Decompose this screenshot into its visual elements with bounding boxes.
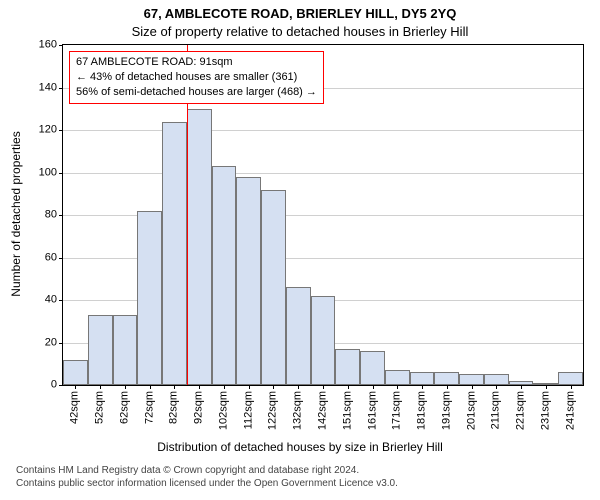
x-tick-label: 231sqm [540, 391, 551, 430]
footer-line: Contains HM Land Registry data © Crown c… [16, 464, 398, 477]
x-tick-label: 151sqm [342, 391, 353, 430]
gridline [63, 173, 583, 174]
chart-title-subtitle: Size of property relative to detached ho… [0, 24, 600, 39]
x-tick-mark [348, 385, 349, 389]
x-tick-mark [150, 385, 151, 389]
y-tick-mark [59, 130, 63, 131]
y-axis-label: Number of detached properties [9, 131, 23, 296]
histogram-bar [558, 372, 583, 385]
histogram-bar [434, 372, 459, 385]
x-tick-mark [496, 385, 497, 389]
x-tick-mark [397, 385, 398, 389]
histogram-bar [360, 351, 385, 385]
x-tick-label: 201sqm [466, 391, 477, 430]
histogram-bar [113, 315, 138, 385]
y-tick-mark [59, 88, 63, 89]
x-tick-label: 42sqm [70, 391, 81, 424]
x-tick-mark [224, 385, 225, 389]
y-tick-mark [59, 258, 63, 259]
x-tick-mark [100, 385, 101, 389]
annotation-line: 67 AMBLECOTE ROAD: 91sqm [76, 55, 317, 70]
y-tick-mark [59, 343, 63, 344]
y-tick-label: 120 [39, 125, 57, 136]
footer-line: Contains public sector information licen… [16, 477, 398, 490]
histogram-bar [410, 372, 435, 385]
x-tick-label: 171sqm [392, 391, 403, 430]
footer-attribution: Contains HM Land Registry data © Crown c… [16, 464, 398, 490]
histogram-bar [187, 109, 212, 385]
histogram-bar [286, 287, 311, 385]
x-tick-mark [422, 385, 423, 389]
y-tick-label: 80 [45, 210, 57, 221]
x-tick-mark [546, 385, 547, 389]
x-tick-mark [571, 385, 572, 389]
x-tick-label: 112sqm [243, 391, 254, 429]
plot-area: 02040608010012014016042sqm52sqm62sqm72sq… [62, 44, 584, 386]
x-tick-mark [447, 385, 448, 389]
y-tick-mark [59, 215, 63, 216]
x-tick-mark [472, 385, 473, 389]
x-tick-label: 92sqm [194, 391, 205, 424]
chart-title-address: 67, AMBLECOTE ROAD, BRIERLEY HILL, DY5 2… [0, 6, 600, 21]
y-tick-mark [59, 45, 63, 46]
x-tick-mark [249, 385, 250, 389]
gridline [63, 130, 583, 131]
histogram-bar [236, 177, 261, 385]
y-tick-mark [59, 173, 63, 174]
y-tick-label: 0 [51, 380, 57, 391]
x-tick-label: 191sqm [441, 391, 452, 430]
y-tick-label: 100 [39, 167, 57, 178]
x-tick-mark [521, 385, 522, 389]
x-axis-label: Distribution of detached houses by size … [0, 440, 600, 454]
histogram-bar [335, 349, 360, 385]
annotation-line: 56% of semi-detached houses are larger (… [76, 85, 317, 100]
x-tick-label: 142sqm [318, 391, 329, 430]
x-tick-mark [323, 385, 324, 389]
x-tick-label: 181sqm [417, 391, 428, 430]
histogram-bar [385, 370, 410, 385]
x-tick-mark [174, 385, 175, 389]
y-tick-label: 160 [39, 40, 57, 51]
y-tick-label: 40 [45, 295, 57, 306]
x-tick-mark [125, 385, 126, 389]
chart-container: 67, AMBLECOTE ROAD, BRIERLEY HILL, DY5 2… [0, 0, 600, 500]
histogram-bar [63, 360, 88, 386]
y-tick-mark [59, 385, 63, 386]
x-tick-label: 211sqm [491, 391, 502, 429]
x-tick-label: 62sqm [119, 391, 130, 424]
histogram-bar [261, 190, 286, 386]
histogram-bar [459, 374, 484, 385]
x-tick-label: 102sqm [218, 391, 229, 430]
y-tick-label: 20 [45, 337, 57, 348]
x-tick-mark [273, 385, 274, 389]
x-tick-label: 82sqm [169, 391, 180, 424]
x-tick-mark [373, 385, 374, 389]
histogram-bar [311, 296, 336, 385]
x-tick-label: 52sqm [95, 391, 106, 424]
x-tick-label: 241sqm [565, 391, 576, 430]
x-tick-label: 161sqm [367, 391, 378, 430]
annotation-box: 67 AMBLECOTE ROAD: 91sqm← 43% of detache… [69, 51, 324, 104]
histogram-bar [212, 166, 237, 385]
x-tick-mark [298, 385, 299, 389]
y-tick-label: 60 [45, 252, 57, 263]
histogram-bar [484, 374, 509, 385]
x-tick-mark [75, 385, 76, 389]
histogram-bar [137, 211, 162, 385]
x-tick-label: 72sqm [144, 391, 155, 424]
x-tick-label: 122sqm [268, 391, 279, 430]
x-tick-label: 132sqm [293, 391, 304, 430]
y-tick-mark [59, 300, 63, 301]
x-tick-mark [199, 385, 200, 389]
x-tick-label: 221sqm [516, 391, 527, 430]
y-tick-label: 140 [39, 82, 57, 93]
annotation-line: ← 43% of detached houses are smaller (36… [76, 70, 317, 85]
histogram-bar [162, 122, 187, 386]
histogram-bar [88, 315, 113, 385]
